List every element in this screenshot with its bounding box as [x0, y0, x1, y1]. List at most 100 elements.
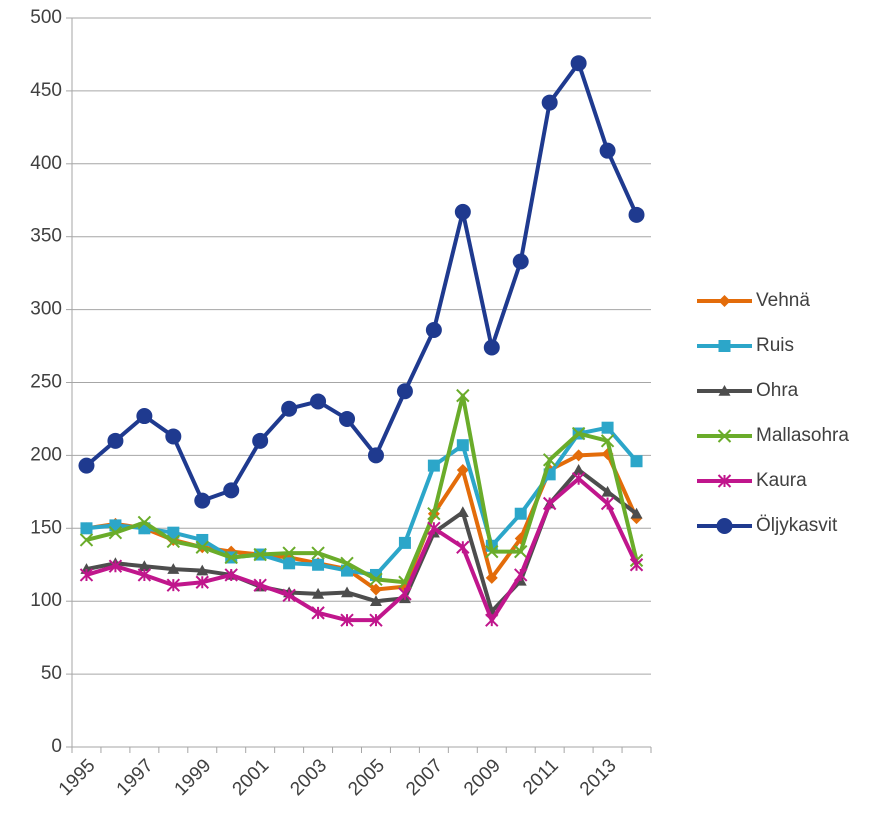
marker: [483, 339, 500, 356]
x-tick-label: 2003: [286, 755, 331, 800]
series-line: [85, 476, 639, 623]
y-tick-label: 50: [41, 663, 62, 684]
marker: [166, 578, 181, 592]
marker: [195, 575, 209, 589]
marker: [166, 534, 181, 549]
legend-label: Vehnä: [756, 290, 810, 311]
x-tick-label: 2005: [344, 755, 389, 800]
marker: [224, 550, 238, 565]
marker: [165, 428, 182, 445]
marker: [79, 533, 94, 547]
marker: [541, 94, 558, 111]
x-tick-label: 2013: [576, 755, 621, 800]
marker: [398, 587, 412, 601]
marker: [223, 482, 240, 499]
series-line: [85, 61, 639, 503]
marker: [340, 556, 354, 570]
marker: [514, 507, 527, 520]
marker: [398, 536, 411, 549]
marker: [456, 388, 470, 403]
marker: [283, 557, 296, 570]
marker: [194, 492, 211, 509]
marker: [108, 559, 123, 573]
y-tick-label: 400: [30, 153, 62, 174]
marker: [281, 400, 298, 417]
marker: [195, 540, 209, 554]
marker: [629, 558, 644, 572]
marker: [367, 447, 384, 464]
marker: [542, 496, 557, 511]
y-tick-label: 200: [30, 444, 62, 465]
marker: [456, 463, 469, 476]
marker: [311, 606, 325, 620]
marker: [512, 253, 529, 270]
x-tick-label: 1999: [171, 755, 216, 800]
marker: [252, 432, 269, 449]
marker: [136, 408, 153, 425]
marker: [253, 547, 267, 562]
marker: [396, 383, 413, 400]
x-tick-label: 1997: [113, 755, 158, 800]
marker: [167, 526, 180, 539]
marker: [339, 410, 356, 427]
marker: [542, 453, 557, 467]
marker: [312, 558, 325, 571]
marker: [570, 55, 587, 72]
marker: [341, 586, 354, 598]
marker: [630, 507, 643, 519]
marker: [716, 518, 733, 534]
marker: [79, 568, 94, 582]
marker: [601, 485, 614, 497]
marker: [514, 568, 528, 582]
marker: [456, 439, 469, 452]
legend-label: Ruis: [756, 335, 794, 356]
marker: [369, 572, 383, 587]
x-tick-label: 1995: [55, 755, 100, 800]
marker: [427, 521, 441, 536]
legend-label: Ohra: [756, 380, 799, 401]
marker: [718, 295, 731, 307]
marker: [427, 507, 441, 521]
legend-label: Kaura: [756, 470, 807, 491]
y-tick-label: 350: [30, 226, 62, 247]
marker: [485, 544, 499, 559]
marker: [311, 546, 325, 560]
x-tick-label: 2007: [402, 755, 447, 800]
legend-label: Mallasohra: [756, 425, 849, 446]
marker: [485, 613, 499, 627]
marker: [599, 142, 616, 159]
y-tick-label: 450: [30, 80, 62, 101]
marker: [253, 578, 267, 592]
x-tick-label: 2009: [460, 755, 505, 800]
marker: [108, 525, 123, 540]
y-tick-label: 300: [30, 299, 62, 320]
marker: [282, 588, 296, 603]
marker: [600, 434, 615, 448]
marker: [312, 587, 325, 599]
legend-label: Öljykasvit: [756, 515, 838, 536]
y-tick-label: 500: [30, 7, 62, 28]
marker: [600, 496, 615, 511]
marker: [137, 568, 152, 582]
marker: [340, 613, 354, 627]
marker: [369, 595, 382, 606]
marker: [80, 522, 93, 535]
x-tick-label: 2001: [229, 755, 274, 800]
marker: [717, 474, 732, 488]
marker: [456, 540, 470, 554]
marker: [137, 515, 152, 530]
marker: [310, 393, 327, 410]
y-tick-label: 100: [30, 590, 62, 611]
marker: [718, 340, 731, 352]
marker: [167, 563, 180, 574]
marker: [717, 429, 732, 443]
marker: [107, 432, 124, 449]
marker: [224, 568, 238, 582]
x-tick-label: 2011: [519, 755, 563, 799]
marker: [196, 564, 209, 576]
marker: [369, 613, 383, 627]
marker: [630, 455, 643, 468]
marker: [454, 203, 471, 220]
series-line: [85, 393, 639, 585]
